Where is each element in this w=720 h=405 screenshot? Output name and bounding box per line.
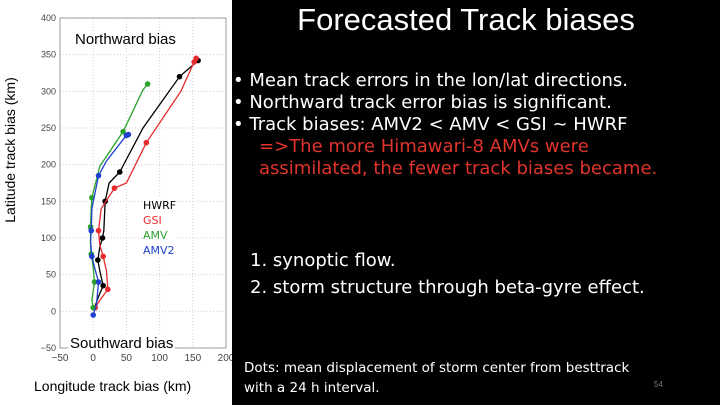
data-point-amv2 <box>125 131 132 138</box>
conclusion-line: assimilated, the fewer track biases beca… <box>259 158 658 179</box>
x-axis-label: Longitude track bias (km) <box>34 378 192 394</box>
numbered-item: 1. synoptic flow. <box>250 250 396 271</box>
y-axis-label: Latitude track bias (km) <box>0 0 21 300</box>
slide-number: 54 <box>654 380 663 389</box>
data-point-amv2 <box>89 253 95 260</box>
data-point-amv <box>120 128 126 135</box>
data-point-hwrf <box>95 257 101 263</box>
x-tick-label: −50 <box>52 353 69 364</box>
x-tick-label: 100 <box>151 353 168 364</box>
bullet-item: • Northward track error bias is signific… <box>233 92 612 113</box>
x-tick-label: 200 <box>218 353 232 364</box>
data-point-amv2 <box>95 279 102 285</box>
data-point-gsi <box>143 139 150 146</box>
data-point-hwrf <box>100 282 106 289</box>
legend-gsi: GSI <box>143 214 162 227</box>
y-tick-label: 350 <box>41 50 56 60</box>
data-point-amv2 <box>90 312 96 318</box>
y-tick-label: 250 <box>41 123 56 133</box>
data-point-gsi <box>111 185 118 191</box>
data-point-gsi <box>95 227 102 234</box>
data-point-amv2 <box>88 227 95 234</box>
conclusion-line: =>The more Himawari-8 AMVs were <box>259 136 589 157</box>
data-point-gsi <box>105 286 111 293</box>
data-point-hwrf <box>116 169 123 175</box>
y-tick-label: 300 <box>41 86 56 96</box>
legend-hwrf: HWRF <box>143 199 177 212</box>
bullet-list: • Mean track errors in the lon/lat direc… <box>233 70 713 180</box>
data-point-hwrf <box>176 73 183 80</box>
data-point-gsi <box>193 55 199 62</box>
x-tick-label: 150 <box>184 353 201 364</box>
y-tick-label: 400 <box>41 13 56 23</box>
footnote-line: with a 24 h interval. <box>244 380 380 396</box>
y-tick-label: 0 <box>51 306 56 316</box>
plot-frame <box>59 17 227 349</box>
track-bias-chart: −50 0 50 100 150 200 250 300 350 400 −50 0 50 100 150 2… <box>41 13 232 364</box>
x-tick-label: 0 <box>90 353 96 364</box>
footnote: Dots: mean displacement of storm center … <box>244 358 629 398</box>
slide-title: Forecasted Track biases <box>297 2 635 37</box>
y-tick-label: 200 <box>41 160 56 170</box>
y-tick-label: −50 <box>41 343 56 353</box>
footnote-line: Dots: mean displacement of storm center … <box>244 360 630 376</box>
data-point-hwrf <box>99 235 106 241</box>
data-point-gsi <box>100 253 106 260</box>
y-tick-label: 100 <box>41 233 56 243</box>
bullet-item: • Mean track errors in the lon/lat direc… <box>233 70 628 91</box>
data-point-amv2 <box>95 172 102 179</box>
bullet-item: • Track biases: AMV2 < AMV < GSI ~ HWRF <box>233 114 628 135</box>
series-line-hwrf <box>93 60 199 308</box>
x-tick-label: 50 <box>121 353 133 364</box>
series-line-gsi <box>94 58 197 309</box>
south-label: Southward bias <box>68 335 176 352</box>
legend: HWRF GSI AMV AMV2 <box>143 198 177 258</box>
data-point-amv <box>91 279 98 285</box>
y-axis-label-text: Latitude track bias (km) <box>2 77 18 223</box>
series-line-amv2 <box>89 133 129 316</box>
legend-amv: AMV <box>143 229 168 242</box>
data-point-amv <box>144 81 151 87</box>
numbered-list: 1. synoptic flow. 2. storm structure thr… <box>250 247 645 301</box>
north-label: Northward bias <box>73 31 178 48</box>
y-tick-label: 150 <box>41 196 56 206</box>
series-line-amv <box>89 83 149 308</box>
legend-amv2: AMV2 <box>143 244 175 257</box>
numbered-item: 2. storm structure through beta-gyre eff… <box>250 277 645 298</box>
y-tick-label: 50 <box>46 270 56 280</box>
track-bias-plot-panel: −50 0 50 100 150 200 250 300 350 400 −50 0 50 100 150 2… <box>0 0 232 405</box>
